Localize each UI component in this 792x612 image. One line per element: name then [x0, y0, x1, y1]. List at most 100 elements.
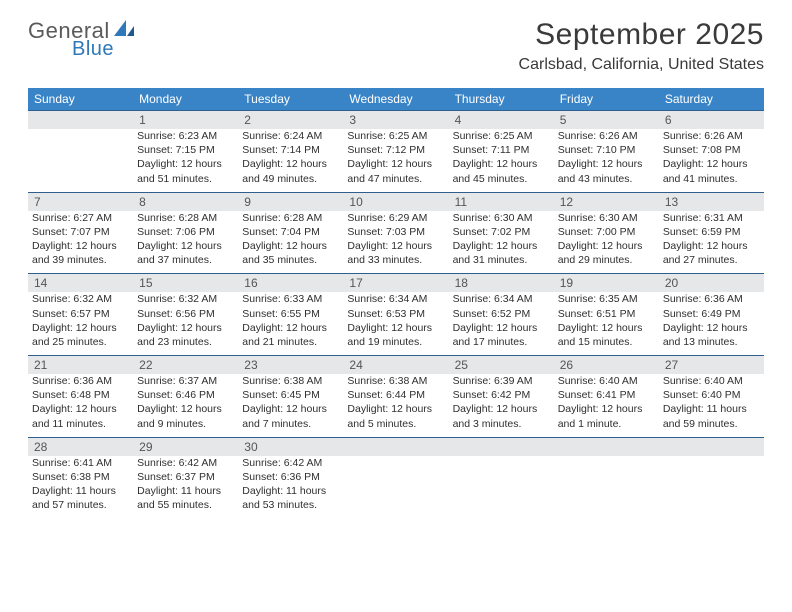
- sunset-text: Sunset: 6:57 PM: [32, 307, 129, 321]
- calendar-table: Sunday Monday Tuesday Wednesday Thursday…: [28, 88, 764, 518]
- daynum-row: 14151617181920: [28, 274, 764, 293]
- day-number: 17: [349, 276, 362, 290]
- daylight-text: and 9 minutes.: [137, 417, 234, 431]
- sunrise-text: Sunrise: 6:25 AM: [453, 129, 550, 143]
- day-cell: Sunrise: 6:38 AMSunset: 6:45 PMDaylight:…: [238, 374, 343, 437]
- col-monday: Monday: [133, 88, 238, 111]
- daynum-row: 123456: [28, 111, 764, 130]
- sunrise-text: Sunrise: 6:40 AM: [663, 374, 760, 388]
- day-number: 2: [244, 113, 251, 127]
- daylight-text: and 41 minutes.: [663, 172, 760, 186]
- sunset-text: Sunset: 6:38 PM: [32, 470, 129, 484]
- day-number-cell: 20: [659, 274, 764, 293]
- day-number-cell: 2: [238, 111, 343, 130]
- sunset-text: Sunset: 6:55 PM: [242, 307, 339, 321]
- daylight-text: and 5 minutes.: [347, 417, 444, 431]
- day-number-cell: 24: [343, 356, 448, 375]
- sunrise-text: Sunrise: 6:28 AM: [242, 211, 339, 225]
- daylight-text: and 33 minutes.: [347, 253, 444, 267]
- day-number-cell: 30: [238, 437, 343, 456]
- sunset-text: Sunset: 6:42 PM: [453, 388, 550, 402]
- day-number: 3: [349, 113, 356, 127]
- daynum-row: 21222324252627: [28, 356, 764, 375]
- day-cell: Sunrise: 6:32 AMSunset: 6:56 PMDaylight:…: [133, 292, 238, 355]
- day-number: 18: [455, 276, 468, 290]
- day-number-cell: [28, 111, 133, 130]
- day-number: 22: [139, 358, 152, 372]
- daynum-row: 282930: [28, 437, 764, 456]
- daylight-text: and 7 minutes.: [242, 417, 339, 431]
- sunrise-text: Sunrise: 6:40 AM: [558, 374, 655, 388]
- daylight-text: Daylight: 12 hours: [663, 157, 760, 171]
- sunrise-text: Sunrise: 6:30 AM: [558, 211, 655, 225]
- day-number: 12: [560, 195, 573, 209]
- day-cell: Sunrise: 6:34 AMSunset: 6:52 PMDaylight:…: [449, 292, 554, 355]
- day-number: 9: [244, 195, 251, 209]
- col-sunday: Sunday: [28, 88, 133, 111]
- day-cell: [659, 456, 764, 519]
- day-cell: Sunrise: 6:33 AMSunset: 6:55 PMDaylight:…: [238, 292, 343, 355]
- sunset-text: Sunset: 6:56 PM: [137, 307, 234, 321]
- day-number-cell: 5: [554, 111, 659, 130]
- sunrise-text: Sunrise: 6:32 AM: [32, 292, 129, 306]
- daylight-text: and 53 minutes.: [242, 498, 339, 512]
- daylight-text: Daylight: 12 hours: [137, 157, 234, 171]
- day-cell: Sunrise: 6:42 AMSunset: 6:37 PMDaylight:…: [133, 456, 238, 519]
- sunrise-text: Sunrise: 6:23 AM: [137, 129, 234, 143]
- day-number-cell: 9: [238, 192, 343, 211]
- daylight-text: Daylight: 12 hours: [242, 239, 339, 253]
- sunrise-text: Sunrise: 6:37 AM: [137, 374, 234, 388]
- day-cell: Sunrise: 6:41 AMSunset: 6:38 PMDaylight:…: [28, 456, 133, 519]
- daylight-text: Daylight: 12 hours: [663, 239, 760, 253]
- day-cell: Sunrise: 6:36 AMSunset: 6:48 PMDaylight:…: [28, 374, 133, 437]
- day-number-cell: 27: [659, 356, 764, 375]
- daylight-text: and 39 minutes.: [32, 253, 129, 267]
- day-number-cell: 13: [659, 192, 764, 211]
- daylight-text: and 21 minutes.: [242, 335, 339, 349]
- sunrise-text: Sunrise: 6:26 AM: [558, 129, 655, 143]
- day-cell: Sunrise: 6:25 AMSunset: 7:12 PMDaylight:…: [343, 129, 448, 192]
- daylight-text: and 23 minutes.: [137, 335, 234, 349]
- day-cell: Sunrise: 6:24 AMSunset: 7:14 PMDaylight:…: [238, 129, 343, 192]
- day-number-cell: 26: [554, 356, 659, 375]
- sunset-text: Sunset: 6:37 PM: [137, 470, 234, 484]
- sunset-text: Sunset: 7:02 PM: [453, 225, 550, 239]
- sunset-text: Sunset: 7:04 PM: [242, 225, 339, 239]
- sunset-text: Sunset: 6:40 PM: [663, 388, 760, 402]
- col-thursday: Thursday: [449, 88, 554, 111]
- day-number-cell: 29: [133, 437, 238, 456]
- day-number: 6: [665, 113, 672, 127]
- col-saturday: Saturday: [659, 88, 764, 111]
- sunrise-text: Sunrise: 6:36 AM: [32, 374, 129, 388]
- sunrise-text: Sunrise: 6:42 AM: [242, 456, 339, 470]
- daynum-row: 78910111213: [28, 192, 764, 211]
- sunrise-text: Sunrise: 6:39 AM: [453, 374, 550, 388]
- daylight-text: Daylight: 12 hours: [137, 321, 234, 335]
- day-number-cell: 19: [554, 274, 659, 293]
- daylight-text: Daylight: 12 hours: [347, 321, 444, 335]
- day-cell: Sunrise: 6:40 AMSunset: 6:41 PMDaylight:…: [554, 374, 659, 437]
- day-number: 8: [139, 195, 146, 209]
- day-cell: Sunrise: 6:40 AMSunset: 6:40 PMDaylight:…: [659, 374, 764, 437]
- daylight-text: and 11 minutes.: [32, 417, 129, 431]
- daylight-text: Daylight: 12 hours: [242, 402, 339, 416]
- day-number: 26: [560, 358, 573, 372]
- day-number-cell: 3: [343, 111, 448, 130]
- day-cell: [554, 456, 659, 519]
- day-cell: Sunrise: 6:39 AMSunset: 6:42 PMDaylight:…: [449, 374, 554, 437]
- daylight-text: Daylight: 11 hours: [32, 484, 129, 498]
- sunrise-text: Sunrise: 6:38 AM: [242, 374, 339, 388]
- day-number: 25: [455, 358, 468, 372]
- daylight-text: Daylight: 12 hours: [347, 402, 444, 416]
- day-number: 5: [560, 113, 567, 127]
- day-number-cell: 25: [449, 356, 554, 375]
- day-number: 11: [455, 195, 467, 209]
- day-number: 21: [34, 358, 47, 372]
- sunset-text: Sunset: 6:51 PM: [558, 307, 655, 321]
- day-number-cell: [554, 437, 659, 456]
- daylight-text: and 45 minutes.: [453, 172, 550, 186]
- daylight-text: and 15 minutes.: [558, 335, 655, 349]
- day-cell: Sunrise: 6:38 AMSunset: 6:44 PMDaylight:…: [343, 374, 448, 437]
- day-cell: Sunrise: 6:35 AMSunset: 6:51 PMDaylight:…: [554, 292, 659, 355]
- week-row: Sunrise: 6:23 AMSunset: 7:15 PMDaylight:…: [28, 129, 764, 192]
